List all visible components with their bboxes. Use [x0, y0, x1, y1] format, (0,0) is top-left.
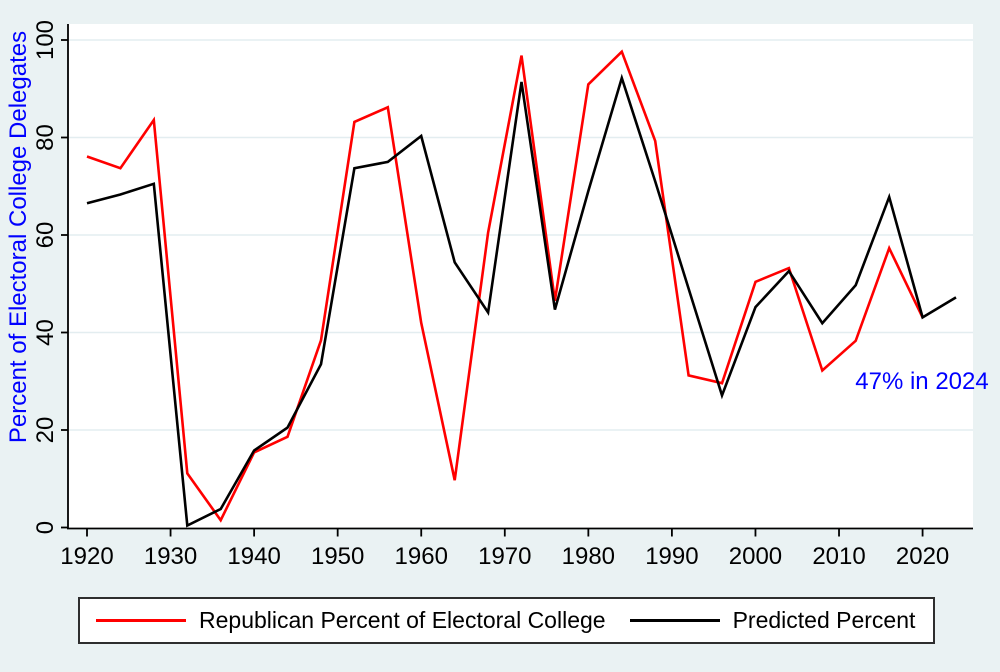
legend-line-predicted-sample	[629, 619, 720, 622]
x-tick-label: 1940	[227, 543, 280, 570]
series-line-republican-percent-of-electoral-college	[86, 49, 924, 523]
x-tick-label: 2000	[729, 543, 782, 570]
plot-layer: 0 20 40 60 80 100 1920 1930 1940 1950 1960 1970 1980…	[32, 20, 973, 570]
y-tick-label: 0	[32, 521, 59, 534]
annotation-2024: 47% in 2024	[855, 368, 988, 395]
x-tick-label: 1960	[395, 543, 448, 570]
legend-label-predicted: Predicted Percent	[732, 607, 916, 633]
x-tick-label: 1970	[478, 543, 531, 570]
legend: Republican Percent of Electoral College …	[78, 597, 935, 644]
x-tick-label: 1920	[60, 543, 113, 570]
x-tick-label: 2010	[812, 543, 865, 570]
y-axis-title: Percent of Electoral College Delegates	[5, 31, 32, 443]
y-tick-label: 40	[32, 319, 59, 346]
x-tick-label: 1930	[144, 543, 197, 570]
y-tick-label: 60	[32, 222, 59, 249]
legend-entry-predicted: Predicted Percent	[629, 607, 916, 634]
x-tick-label: 1950	[311, 543, 364, 570]
y-tick-label: 20	[32, 417, 59, 444]
legend-line-republican-sample	[96, 619, 186, 622]
series-line-predicted-percent	[86, 73, 957, 528]
legend-label-republican: Republican Percent of Electoral College	[199, 607, 606, 633]
plot-area	[68, 24, 973, 529]
y-tick-label: 100	[32, 20, 59, 60]
x-tick-label: 2020	[896, 543, 949, 570]
x-tick-label: 1980	[562, 543, 615, 570]
y-tick-label: 80	[32, 124, 59, 151]
x-tick-label: 1990	[645, 543, 698, 570]
legend-entry-republican: Republican Percent of Electoral College	[96, 607, 606, 634]
